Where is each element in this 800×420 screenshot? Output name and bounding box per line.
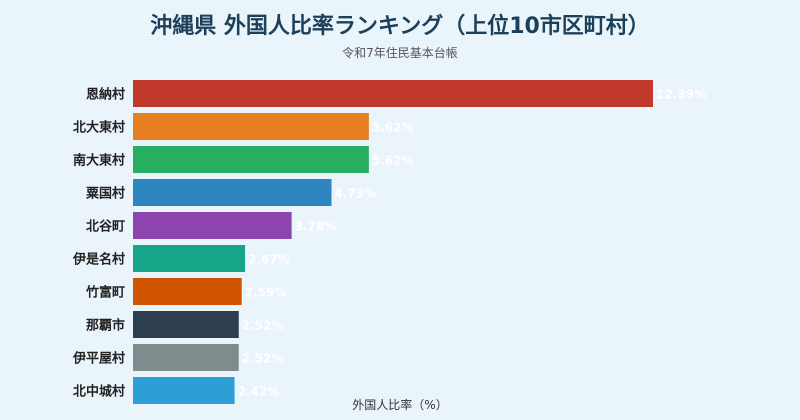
bar [133,311,239,338]
value-label: 2.52% [242,352,284,366]
category-label: 伊平屋村 [72,351,125,367]
category-label: 恩納村 [86,87,125,103]
value-label: 2.52% [242,319,284,333]
bar [133,344,239,371]
category-label: 那覇市 [86,318,125,334]
chart-title: 沖縄県 外国人比率ランキング（上位10市区町村） [150,14,650,39]
value-label: 3.78% [295,220,337,234]
bar [133,212,292,239]
bar [133,377,235,404]
bar [133,113,369,140]
value-label: 2.67% [248,253,290,267]
value-label: 5.62% [372,154,414,168]
bar [133,179,332,206]
category-label: 北大東村 [73,120,125,136]
category-label: 北谷町 [86,219,125,235]
value-label: 2.42% [238,385,280,399]
category-label: 南大東村 [73,153,125,169]
value-label: 5.62% [372,121,414,135]
value-label: 4.73% [335,187,377,201]
chart-subtitle: 令和7年住民基本台帳 [342,46,458,60]
bar [133,80,653,107]
value-label: 2.59% [245,286,287,300]
bar [133,278,242,305]
category-label: 北中城村 [73,384,125,400]
bar [133,245,246,272]
category-label: 竹富町 [85,285,125,301]
x-axis-label: 外国人比率（%） [352,398,448,412]
value-label: 12.39% [656,88,706,102]
bar [133,146,369,173]
category-label: 粟国村 [85,186,125,202]
category-label: 伊是名村 [72,252,125,268]
